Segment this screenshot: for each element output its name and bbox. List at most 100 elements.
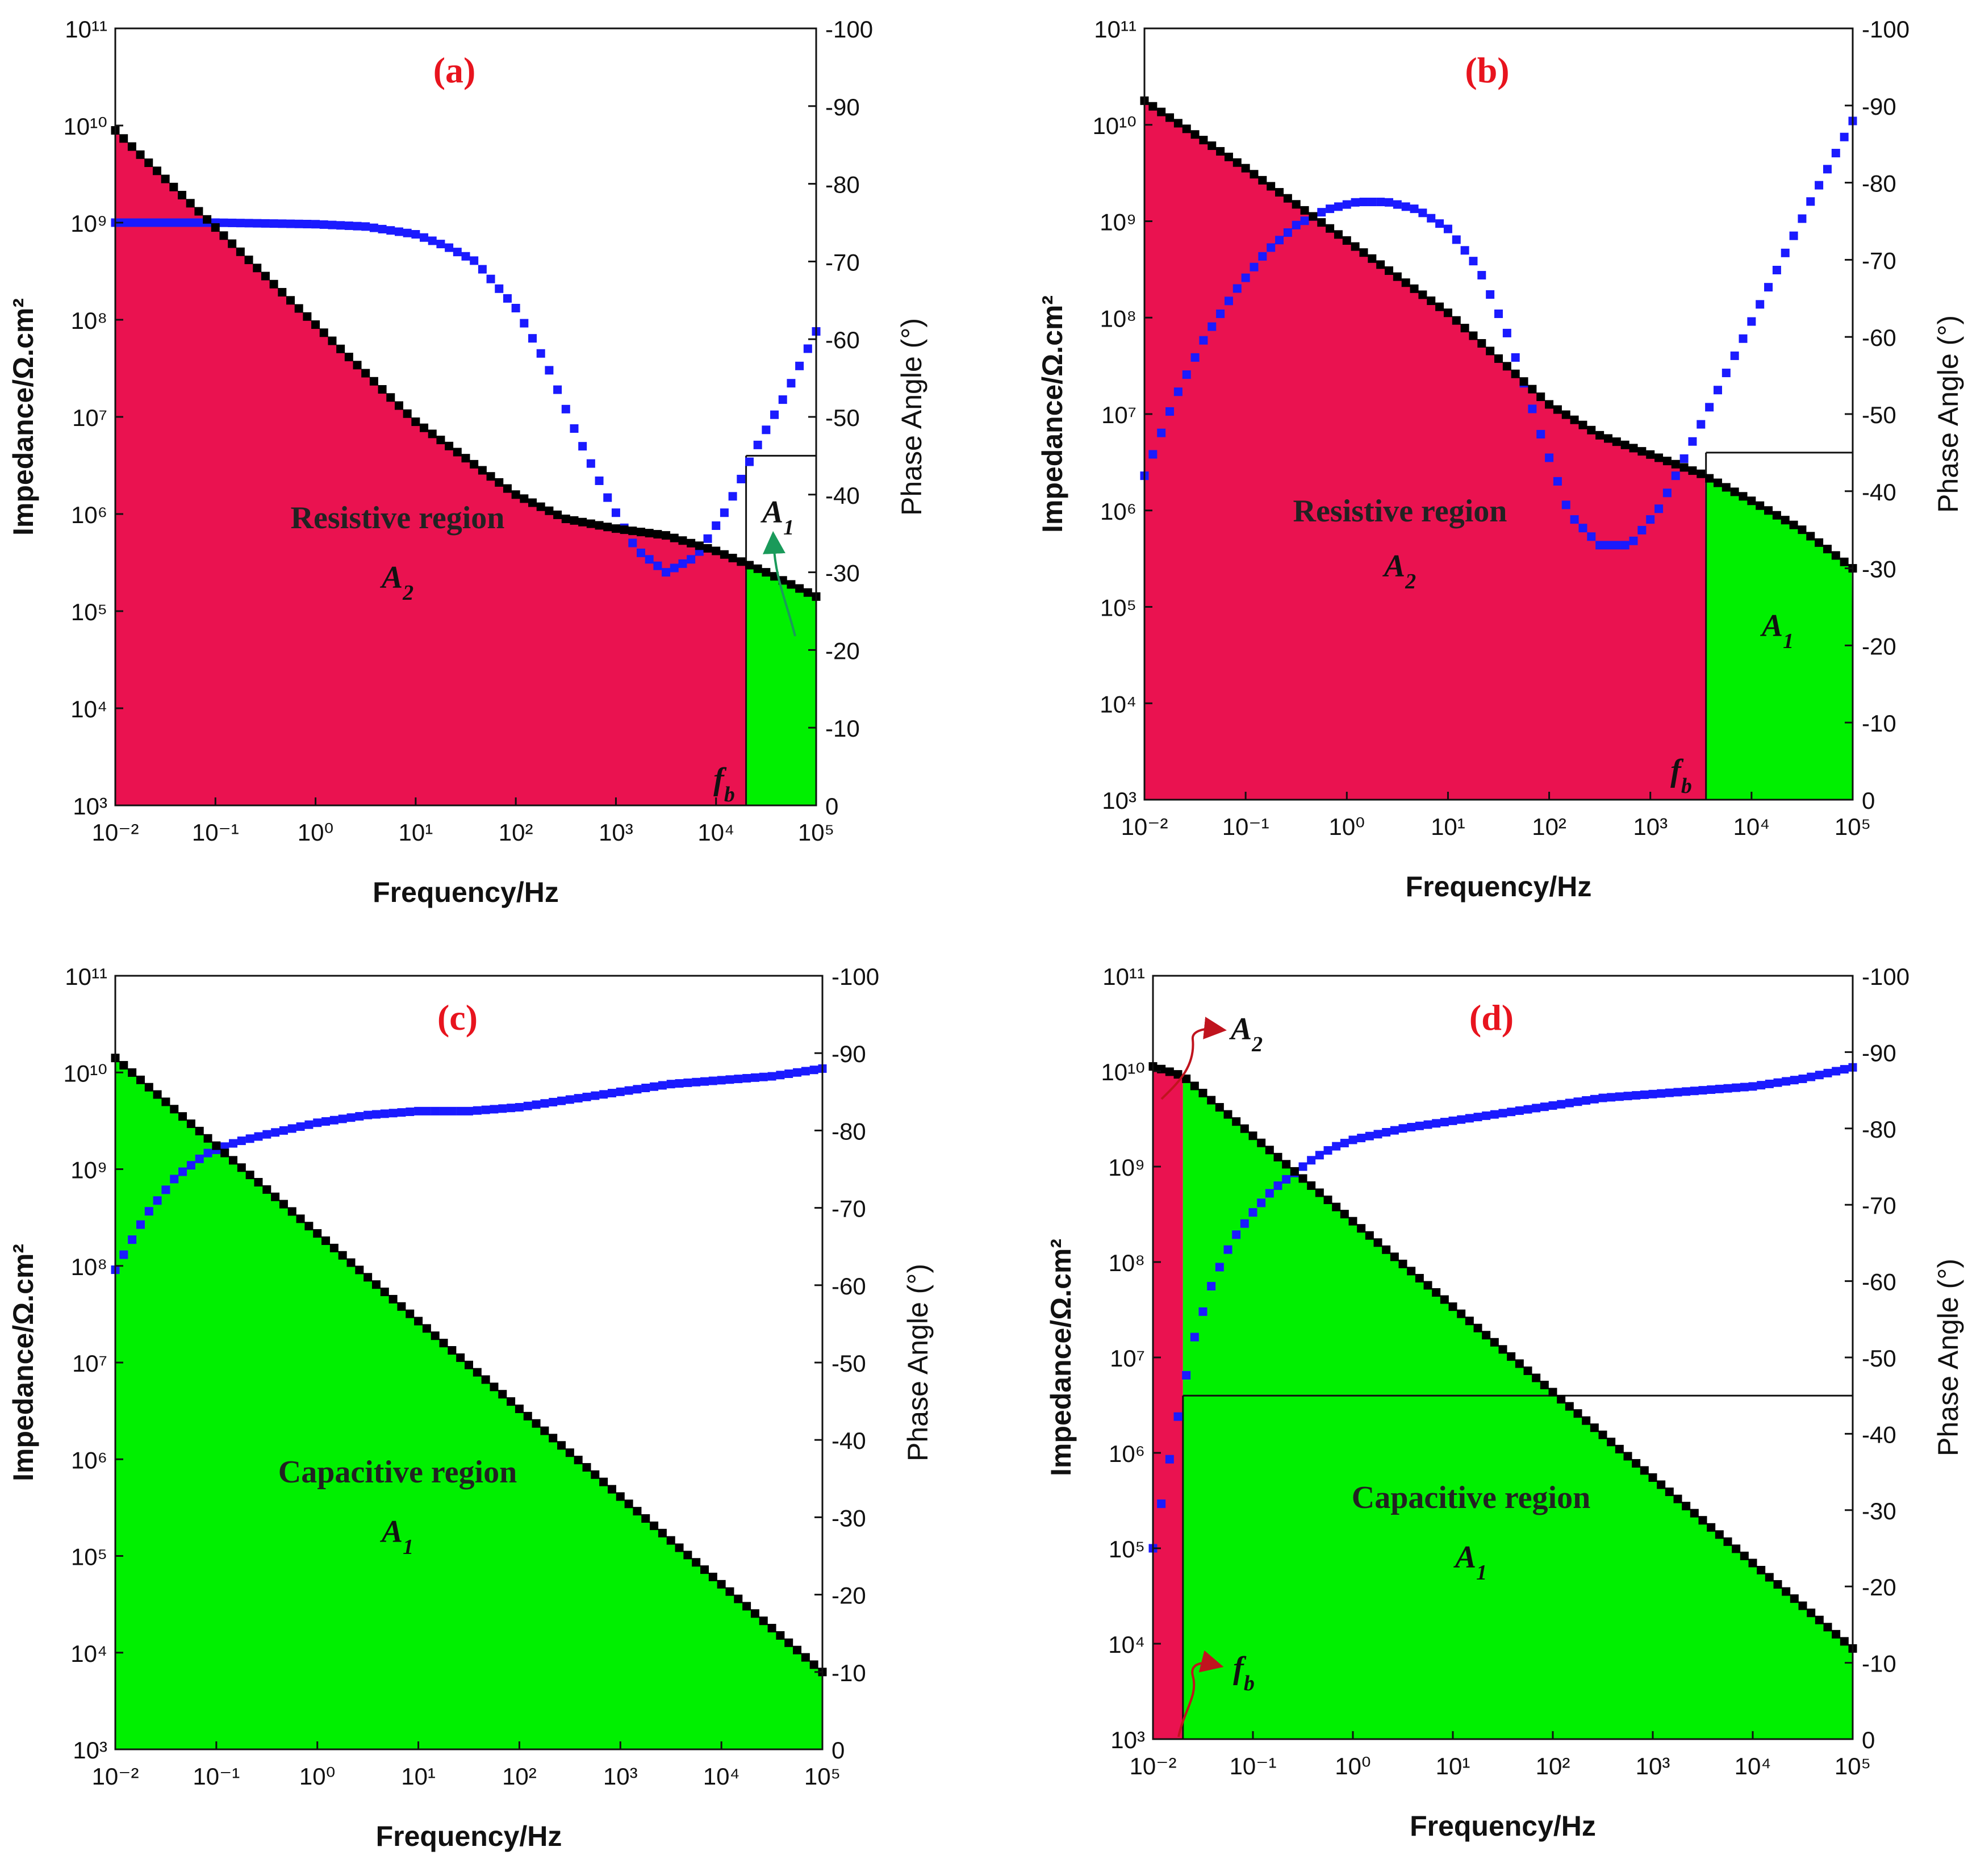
phase-point: [428, 236, 437, 245]
impedance-point: [1646, 450, 1655, 459]
impedance-point: [1607, 1438, 1616, 1447]
phase-point: [1452, 235, 1461, 244]
region-symbol-subscript: 1: [403, 1535, 413, 1559]
impedance-point: [1173, 1070, 1183, 1079]
phase-point: [1587, 532, 1596, 541]
phase-point: [1765, 1079, 1774, 1088]
y-tick-label: 10⁵: [71, 599, 107, 625]
impedance-point: [319, 328, 328, 337]
phase-point: [294, 219, 303, 228]
phase-point: [269, 219, 278, 228]
y-tick-label: 10¹⁰: [63, 113, 107, 140]
phase-point: [414, 1106, 423, 1115]
impedance-point: [186, 1119, 195, 1129]
impedance-point: [245, 1171, 254, 1180]
impedance-point: [515, 1404, 524, 1413]
impedance-point: [1216, 147, 1225, 156]
phase-point: [1348, 1135, 1357, 1144]
fb-label-subscript: b: [1244, 1672, 1255, 1695]
x-tick-label: 10⁴: [1733, 813, 1770, 840]
phase-point: [1570, 515, 1579, 524]
impedance-point: [1595, 431, 1605, 440]
phase-point: [700, 1077, 709, 1086]
impedance-point: [1764, 506, 1773, 515]
phase-point: [1250, 262, 1259, 271]
y-tick-label: 10¹¹: [65, 963, 107, 990]
impedance-point: [545, 506, 554, 515]
impedance-point: [1582, 1416, 1591, 1425]
phase-point: [645, 555, 654, 564]
phase-point: [219, 218, 228, 227]
impedance-point: [1640, 1466, 1649, 1475]
phase-point: [1265, 1189, 1274, 1198]
impedance-point: [1515, 1359, 1524, 1368]
impedance-point: [1157, 107, 1166, 116]
impedance-point: [1715, 1530, 1724, 1539]
phase-point: [1640, 1090, 1649, 1099]
impedance-point: [700, 1565, 709, 1574]
x-tick-label: 10⁻²: [92, 819, 139, 846]
phase-point: [1654, 504, 1664, 513]
y-tick-label: 10⁸: [1100, 305, 1136, 332]
impedance-point: [1657, 1480, 1666, 1489]
phase-point: [712, 521, 721, 530]
phase-point: [793, 1068, 802, 1077]
impedance-point: [237, 1163, 246, 1172]
region-label: Capacitive region: [1352, 1480, 1590, 1515]
y2-tick-label: -30: [1862, 1498, 1896, 1524]
impedance-point: [1540, 1381, 1549, 1390]
phase-point: [1207, 1282, 1216, 1291]
phase-point: [436, 240, 445, 249]
impedance-point: [787, 580, 796, 589]
impedance-point: [397, 1302, 406, 1311]
y2-tick-label: -50: [1862, 402, 1896, 428]
phase-point: [1595, 541, 1605, 550]
y-axis-title: Impedance/Ω.cm²: [1037, 295, 1068, 533]
phase-point: [1557, 1100, 1566, 1109]
region-label: Resistive region: [291, 500, 505, 536]
phase-point: [481, 1105, 490, 1114]
impedance-point: [1781, 516, 1790, 525]
y-tick-label: 10⁶: [1109, 1440, 1145, 1467]
impedance-point: [653, 530, 662, 539]
y2-tick-label: -80: [1862, 170, 1896, 197]
phase-point: [675, 1079, 684, 1088]
impedance-point: [1790, 1594, 1799, 1603]
x-tick-label: 10⁻²: [1130, 1753, 1177, 1779]
impedance-point: [1357, 1224, 1366, 1233]
arrow-fb: [1177, 1650, 1224, 1737]
x-tick-label: 10⁴: [1735, 1753, 1771, 1779]
impedance-point: [645, 529, 654, 538]
phase-point: [1615, 1092, 1624, 1101]
impedance-point: [1561, 410, 1570, 419]
impedance-point: [1207, 1096, 1216, 1105]
impedance-point: [670, 533, 679, 542]
y-tick-label: 10⁹: [1100, 209, 1136, 236]
y2-tick-label: -40: [1862, 479, 1896, 505]
impedance-point: [595, 521, 604, 530]
impedance-point: [1553, 405, 1562, 414]
impedance-point: [1418, 290, 1427, 299]
impedance-point: [1473, 1323, 1482, 1332]
impedance-point: [628, 527, 637, 536]
y-tick-label: 10¹¹: [1102, 963, 1145, 990]
phase-point: [787, 379, 796, 388]
impedance-point: [338, 1251, 347, 1260]
phase-point: [136, 1220, 145, 1229]
impedance-point: [1182, 1074, 1191, 1083]
phase-point: [369, 223, 378, 232]
phase-point: [1612, 541, 1621, 550]
impedance-point: [1323, 1196, 1332, 1205]
y2-tick-label: 0: [1862, 787, 1875, 814]
impedance-point: [1300, 206, 1309, 215]
phase-point: [1398, 1124, 1407, 1133]
phase-point: [1507, 1108, 1516, 1117]
impedance-point: [363, 1273, 373, 1282]
phase-point: [1460, 246, 1469, 255]
phase-point: [194, 218, 203, 227]
impedance-point: [1382, 1245, 1391, 1254]
phase-point: [1443, 224, 1452, 233]
impedance-point: [549, 1434, 558, 1443]
y-tick-label: 10¹⁰: [1092, 112, 1136, 139]
phase-point: [1307, 1156, 1316, 1165]
